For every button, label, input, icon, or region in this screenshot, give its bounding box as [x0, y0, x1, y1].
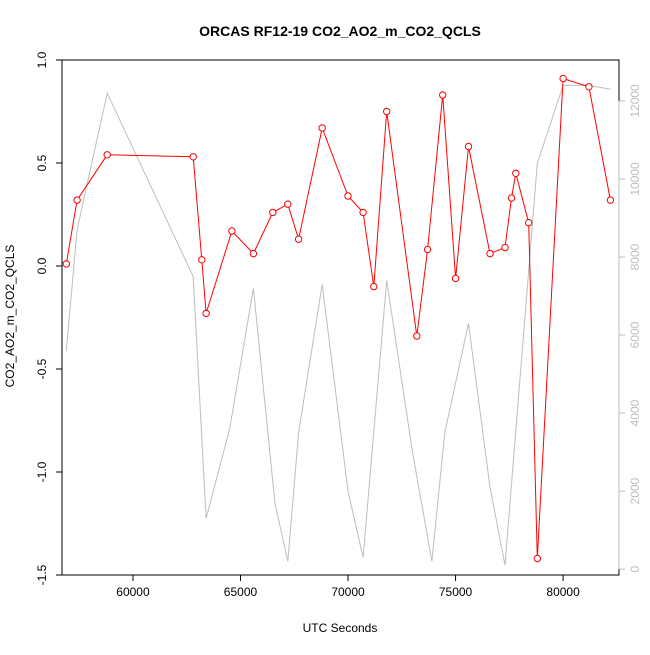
y2-tick-label: 12000	[628, 84, 642, 118]
primary-series-group	[62, 74, 615, 563]
data-point	[103, 151, 111, 159]
data-point	[284, 200, 292, 208]
data-point	[512, 169, 520, 178]
y-axis: -1.5 -1.0 -0.5 0.0 0.5 1.0	[35, 51, 63, 585]
y-tick-label: 0.0	[35, 257, 49, 274]
x-axis: 60000 65000 70000 75000 80000	[116, 574, 580, 599]
chart-title: ORCAS RF12-19 CO2_AO2_m_CO2_QCLS	[199, 23, 481, 39]
data-point	[294, 235, 303, 243]
data-point	[439, 91, 447, 99]
x-tick-label: 80000	[546, 585, 580, 599]
data-point	[189, 153, 197, 161]
data-point	[486, 249, 494, 258]
data-point	[383, 107, 391, 116]
data-point	[198, 256, 206, 264]
data-point	[269, 208, 277, 217]
secondary-series-group	[65, 84, 611, 566]
x-axis-label: UTC Seconds	[303, 621, 378, 635]
x-tick-label: 70000	[331, 585, 365, 599]
y-tick-label: -1.5	[35, 564, 49, 585]
y-tick-label: 1.0	[35, 51, 49, 68]
data-point	[606, 196, 615, 204]
data-point	[413, 332, 421, 340]
data-point	[73, 196, 81, 204]
data-point	[533, 554, 541, 563]
data-point	[249, 249, 258, 258]
y2-tick-label: 4000	[628, 399, 642, 426]
y-axis-label: CO2_AO2_m_CO2_QCLS	[3, 245, 17, 388]
y-tick-label: 0.5	[35, 154, 49, 171]
data-point	[62, 260, 71, 268]
data-point	[202, 309, 210, 318]
primary-series-line	[65, 77, 611, 559]
data-point	[344, 192, 352, 200]
data-point	[585, 83, 593, 91]
y2-tick-label: 2000	[628, 477, 642, 504]
data-point	[451, 274, 460, 283]
secondary-series-line	[65, 84, 611, 566]
data-point	[423, 245, 432, 254]
x-tick-label: 60000	[116, 585, 150, 599]
y-tick-label: -0.5	[35, 358, 49, 379]
y-tick-label: -1.0	[35, 461, 49, 482]
data-point	[228, 227, 236, 235]
y2-tick-label: 0	[628, 565, 642, 572]
data-point	[359, 208, 367, 217]
data-point	[525, 219, 533, 227]
y2-tick-label: 8000	[628, 243, 642, 270]
x-tick-label: 75000	[439, 585, 473, 599]
data-point	[464, 142, 473, 151]
data-point	[370, 282, 378, 291]
secondary-y-axis: 0 2000 4000 6000 8000 10000 12000	[618, 84, 642, 572]
data-point	[501, 243, 509, 252]
data-point	[507, 194, 516, 202]
y2-tick-label: 6000	[628, 321, 642, 348]
y2-tick-label: 10000	[628, 162, 642, 196]
data-point	[318, 124, 326, 132]
data-point	[559, 74, 567, 83]
x-tick-label: 65000	[224, 585, 258, 599]
